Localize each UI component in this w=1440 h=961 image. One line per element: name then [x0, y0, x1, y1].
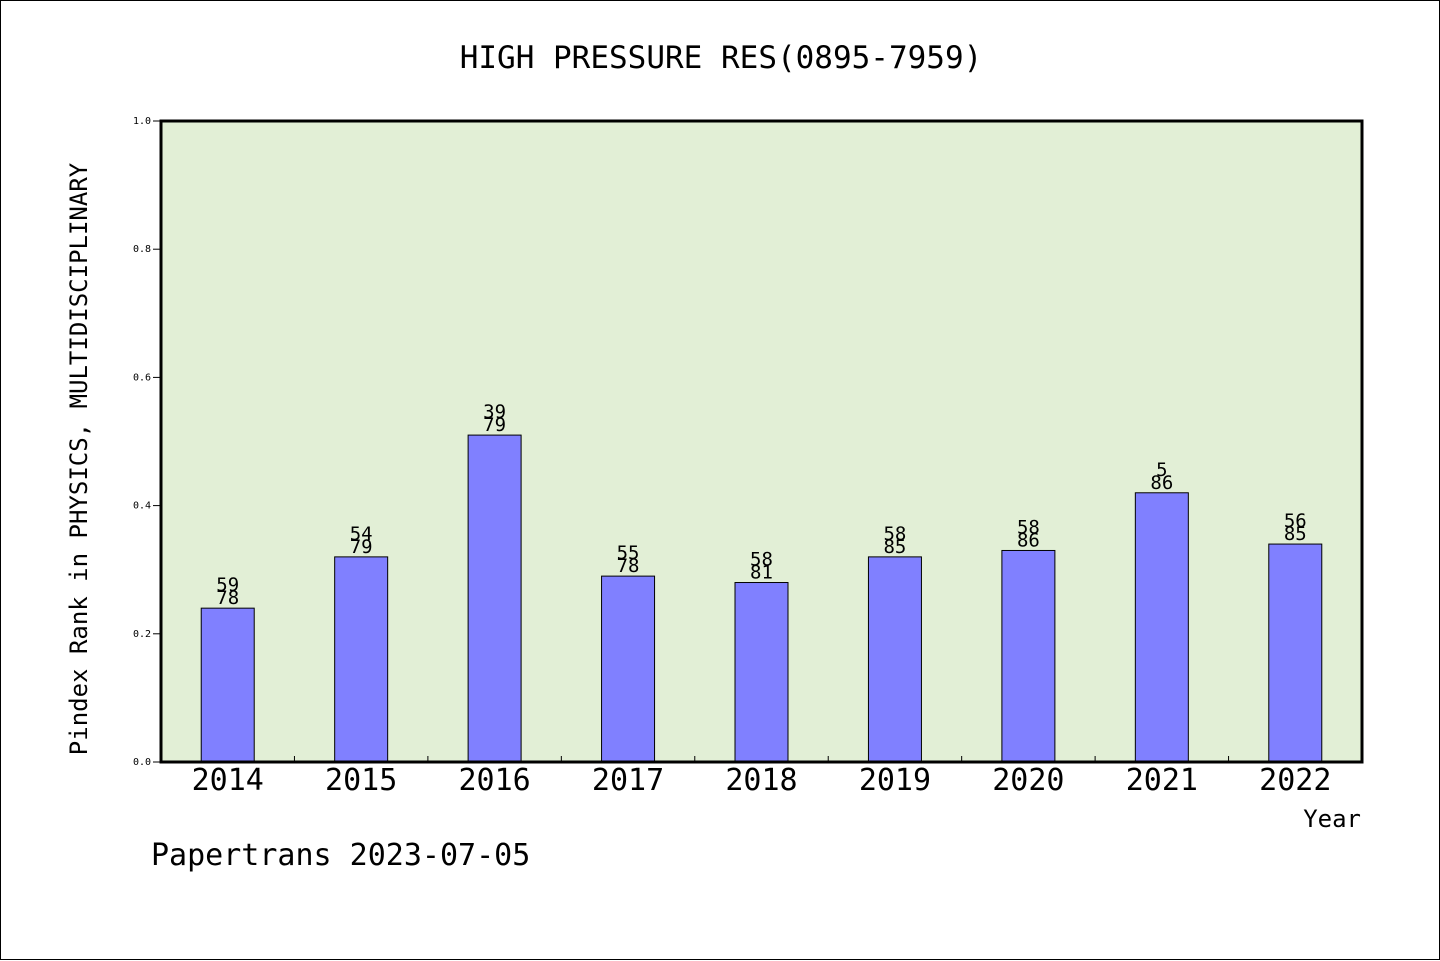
y-tick-label: 1.0 [133, 116, 151, 127]
plot-border [159, 119, 1364, 764]
y-tick-label: 0.2 [133, 629, 151, 640]
bar-2021 [1134, 492, 1189, 763]
bar-total-label: 81 [750, 562, 773, 584]
bar-rank-label: 5 [1156, 459, 1167, 481]
bar-total-label: 78 [216, 587, 239, 609]
bar-total-label: 79 [483, 414, 506, 436]
x-tick-label: 2019 [859, 763, 931, 798]
bar-rank-label: 58 [750, 549, 773, 571]
bar-rank-label: 59 [216, 574, 239, 596]
y-axis-label: Pindex Rank in PHYSICS, MULTIDISCIPLINAR… [65, 162, 93, 755]
y-tick-label: 0.8 [133, 244, 151, 255]
x-tick-label: 2014 [192, 763, 264, 798]
bar-rank-label: 39 [483, 401, 506, 423]
x-axis-label: Year [1303, 805, 1361, 833]
x-tick-label: 2018 [725, 763, 797, 798]
x-axis: 2014 2015 2016 2017 2018 2019 2020 2021 2022 [192, 756, 1331, 798]
x-tick-label: 2016 [458, 763, 530, 798]
y-axis: 0.0 0.2 0.4 0.6 0.8 1.0 [133, 116, 161, 768]
bar-2015 [334, 556, 389, 763]
x-tick-label: 2020 [992, 763, 1064, 798]
bar-rank-label: 58 [1017, 516, 1040, 538]
bar-2016 [467, 434, 522, 763]
bar-total-label: 86 [1150, 472, 1173, 494]
y-tick-label: 0.4 [133, 501, 151, 512]
bar-total-label: 86 [1017, 529, 1040, 551]
footer-credit: Papertrans 2023-07-05 [151, 838, 530, 873]
x-tick-label: 2021 [1126, 763, 1198, 798]
bar-2017 [601, 575, 656, 763]
chart-title: HIGH PRESSURE RES(0895-7959) [460, 40, 983, 76]
bar-total-label: 85 [1284, 523, 1307, 545]
bar-2020 [1001, 549, 1056, 763]
bar-total-label: 85 [883, 536, 906, 558]
bar-2018 [734, 582, 789, 763]
x-tick-label: 2015 [325, 763, 397, 798]
y-tick-label: 0.6 [133, 372, 151, 383]
bar-2019 [867, 556, 922, 763]
bar-2022 [1268, 543, 1323, 763]
y-tick-label: 0.0 [133, 757, 151, 768]
x-tick-label: 2017 [592, 763, 664, 798]
x-tick-label: 2022 [1259, 763, 1331, 798]
bar-rank-label: 58 [883, 523, 906, 545]
bar-total-label: 78 [617, 555, 640, 577]
bars [200, 434, 1323, 763]
bar-2014 [200, 607, 255, 763]
bar-rank-label: 56 [1284, 510, 1307, 532]
bar-rank-label: 54 [350, 523, 373, 545]
bar-total-label: 79 [350, 536, 373, 558]
bar-rank-label: 55 [617, 542, 640, 564]
